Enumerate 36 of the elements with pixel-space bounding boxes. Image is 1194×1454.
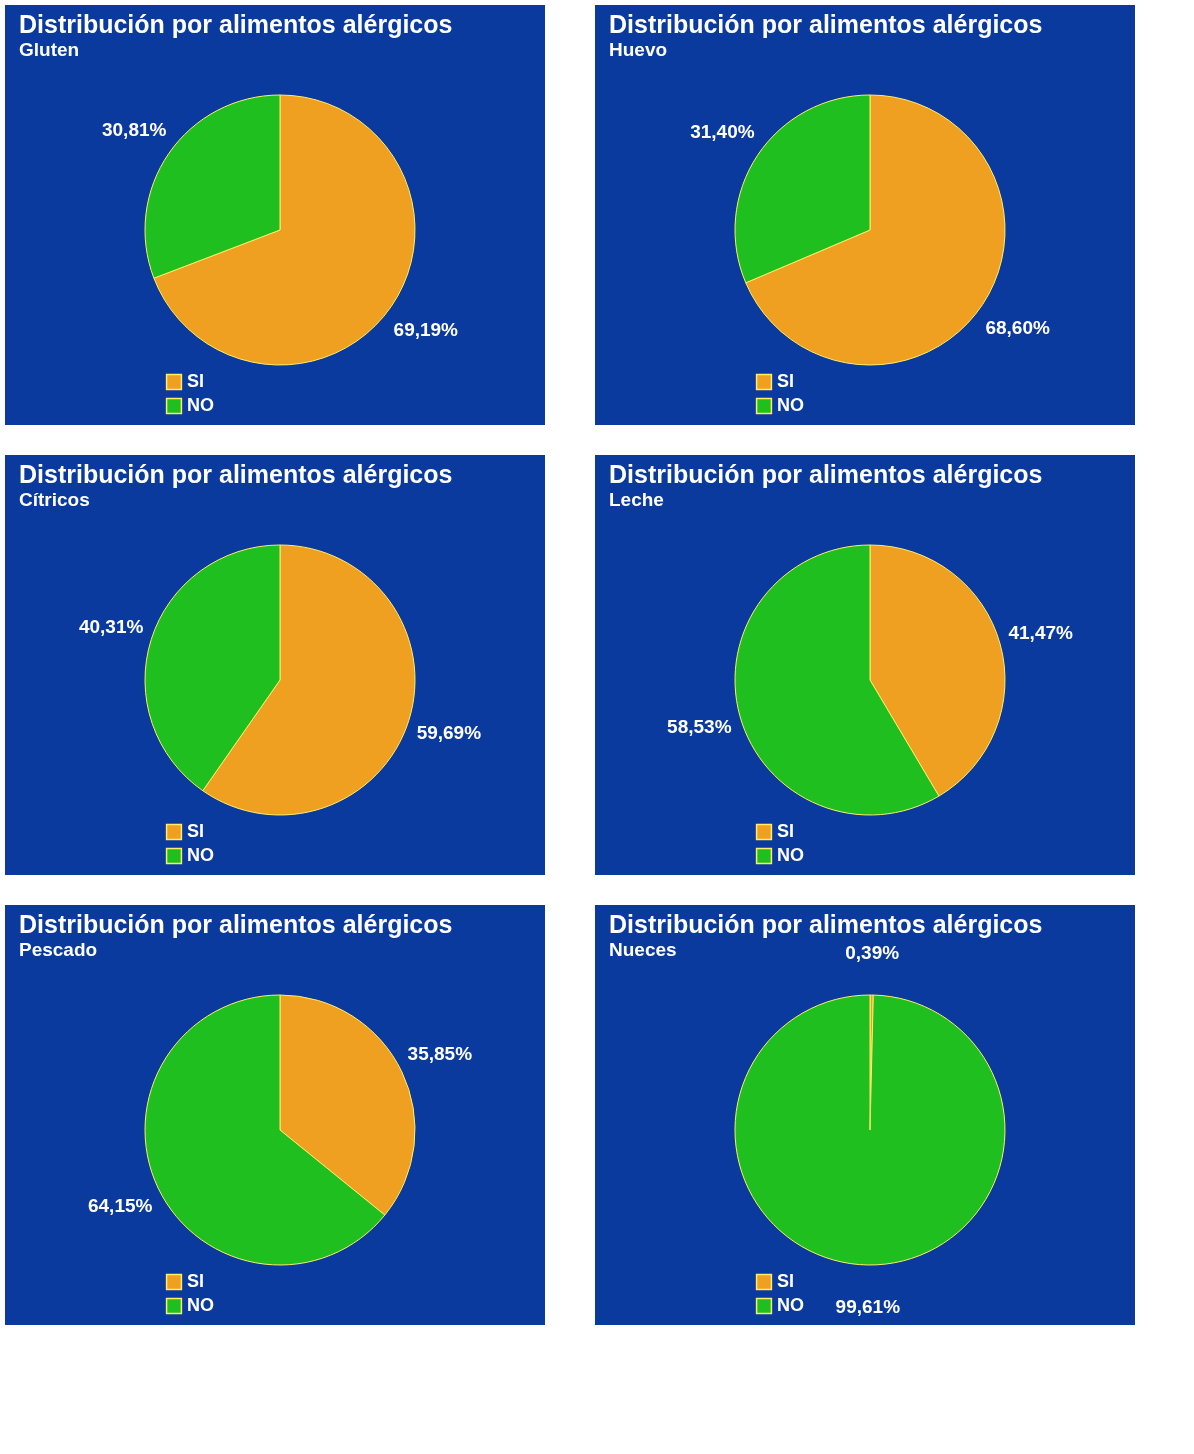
- chart-subtitle: Huevo: [609, 39, 668, 60]
- legend-label: NO: [187, 395, 214, 415]
- legend-label: NO: [777, 1295, 804, 1315]
- data-label: 99,61%: [835, 1295, 901, 1317]
- legend-label: NO: [777, 395, 804, 415]
- data-label: 40,31%: [78, 615, 144, 637]
- legend-label: SI: [187, 821, 205, 841]
- data-label: 35,85%: [407, 1042, 473, 1064]
- legend-label: SI: [777, 1271, 795, 1291]
- legend-label: SI: [187, 371, 205, 391]
- legend-label: NO: [777, 845, 804, 865]
- data-label: 68,60%: [985, 316, 1050, 338]
- data-label: 69,19%: [393, 319, 459, 341]
- data-label: 31,40%: [690, 121, 755, 143]
- chart-title: Distribución por alimentos alérgicos: [19, 460, 453, 488]
- legend-label: NO: [187, 845, 214, 865]
- data-label: 0,39%: [845, 942, 900, 964]
- chart-subtitle: Pescado: [19, 939, 98, 960]
- chart-subtitle: Gluten: [19, 39, 80, 60]
- legend-label: NO: [187, 1295, 214, 1315]
- chart-subtitle: Cítricos: [19, 489, 90, 510]
- chart-title: Distribución por alimentos alérgicos: [19, 910, 453, 938]
- data-label: 59,69%: [416, 722, 482, 744]
- legend-label: SI: [187, 1271, 205, 1291]
- legend-label: SI: [777, 371, 795, 391]
- data-label: 64,15%: [87, 1195, 153, 1217]
- chart-title: Distribución por alimentos alérgicos: [609, 10, 1043, 38]
- chart-title: Distribución por alimentos alérgicos: [609, 460, 1043, 488]
- legend-label: SI: [777, 821, 795, 841]
- data-label: 30,81%: [101, 118, 167, 140]
- chart-subtitle: Nueces: [609, 939, 677, 960]
- data-label: 58,53%: [667, 715, 732, 737]
- chart-title: Distribución por alimentos alérgicos: [609, 910, 1043, 938]
- chart-title: Distribución por alimentos alérgicos: [19, 10, 453, 38]
- chart-subtitle: Leche: [609, 489, 664, 510]
- data-label: 41,47%: [1008, 622, 1073, 644]
